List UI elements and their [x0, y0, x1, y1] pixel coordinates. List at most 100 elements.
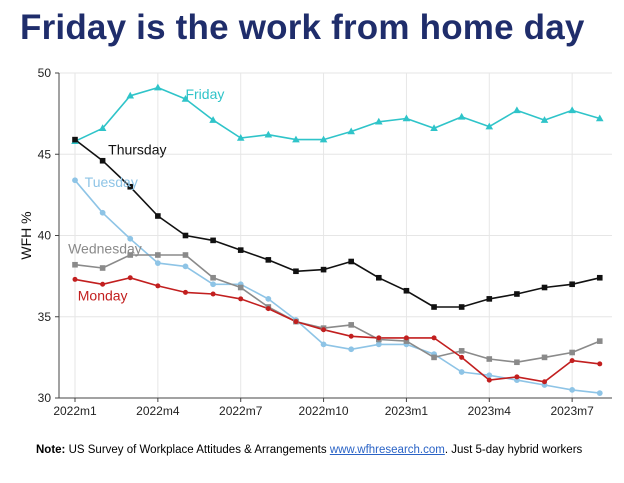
data-point-monday	[459, 354, 465, 360]
data-point-friday	[154, 83, 162, 91]
y-tick-label: 35	[38, 310, 52, 324]
data-point-friday	[402, 114, 411, 122]
x-tick-label: 2023m7	[550, 404, 594, 418]
data-point-wednesday	[99, 265, 106, 271]
data-point-monday	[376, 335, 382, 341]
data-point-wednesday	[182, 252, 189, 258]
data-point-thursday	[486, 296, 493, 302]
data-point-monday	[542, 379, 548, 385]
x-tick-label: 2022m1	[53, 404, 97, 418]
series-lines	[74, 86, 601, 394]
data-point-tuesday	[127, 235, 134, 242]
data-point-wednesday	[127, 252, 134, 258]
data-point-friday	[430, 124, 438, 132]
x-tick-label: 2023m4	[468, 404, 512, 418]
x-tick-label: 2022m4	[136, 404, 180, 418]
footnote: Note: US Survey of Workplace Attitudes &…	[36, 444, 582, 456]
data-point-thursday	[458, 304, 465, 310]
data-point-wednesday	[458, 348, 465, 354]
data-point-thursday	[72, 136, 78, 143]
data-point-friday	[347, 127, 355, 135]
data-point-tuesday	[348, 346, 355, 353]
data-point-wednesday	[155, 252, 161, 258]
series-label-tuesday: Tuesday	[85, 174, 138, 190]
data-point-friday	[181, 95, 190, 102]
series-label-friday: Friday	[185, 86, 224, 102]
data-point-monday	[127, 275, 133, 281]
series-line-thursday	[74, 138, 600, 308]
data-point-monday	[403, 335, 409, 341]
series-markers	[71, 83, 604, 397]
data-point-friday	[540, 116, 549, 123]
data-point-friday	[375, 117, 383, 125]
data-point-friday	[457, 112, 466, 120]
series-line-wednesday	[74, 254, 601, 364]
data-point-monday	[597, 361, 603, 367]
data-point-tuesday	[154, 260, 161, 267]
data-point-tuesday	[458, 369, 465, 375]
data-point-friday	[595, 114, 604, 122]
data-point-monday	[431, 335, 437, 341]
data-point-wednesday	[210, 274, 216, 281]
data-point-monday	[238, 296, 244, 302]
data-point-wednesday	[569, 349, 575, 356]
data-point-thursday	[403, 287, 410, 294]
data-point-friday	[568, 106, 576, 114]
data-point-wednesday	[486, 356, 493, 362]
data-point-wednesday	[431, 354, 437, 361]
data-point-tuesday	[72, 177, 78, 184]
series-labels: Friday Thursday Tuesday Wednesday Monday	[68, 86, 224, 304]
data-point-wednesday	[541, 354, 548, 361]
y-tick-label: 45	[38, 147, 52, 161]
data-point-wednesday	[237, 284, 244, 291]
data-point-thursday	[596, 274, 603, 281]
data-point-wednesday	[596, 338, 603, 344]
data-point-tuesday	[486, 372, 493, 379]
series-label-thursday: Thursday	[108, 141, 166, 157]
x-tick-label: 2022m10	[299, 404, 349, 418]
data-point-wednesday	[403, 338, 410, 344]
data-point-tuesday	[596, 390, 603, 397]
data-point-friday	[513, 106, 521, 114]
data-point-thursday	[569, 281, 575, 288]
data-point-tuesday	[320, 341, 327, 348]
data-point-thursday	[431, 304, 437, 310]
data-point-monday	[265, 306, 271, 312]
data-point-friday	[209, 116, 217, 123]
series-line-monday	[74, 276, 600, 383]
data-point-wednesday	[72, 261, 78, 268]
y-tick-label: 50	[38, 66, 52, 80]
data-point-friday	[236, 134, 245, 141]
data-point-tuesday	[99, 209, 106, 216]
data-point-monday	[182, 289, 188, 295]
axes: 30 35 40 45 50 2022m1 2022m4 2022m7 2022m10 2023m…	[18, 66, 612, 418]
data-point-thursday	[99, 157, 106, 164]
data-point-monday	[72, 276, 78, 282]
footnote-link[interactable]: www.wfhresearch.com	[329, 444, 445, 456]
x-tick-label: 2022m7	[219, 404, 263, 418]
data-point-tuesday	[210, 281, 216, 288]
series-line-tuesday	[74, 179, 600, 394]
data-point-thursday	[127, 183, 134, 190]
y-axis-label: WFH %	[18, 211, 34, 259]
x-tick-label: 2023m1	[385, 404, 429, 418]
footnote-text: US Survey of Workplace Attitudes & Arran…	[65, 444, 330, 456]
data-point-thursday	[182, 232, 189, 239]
data-point-monday	[293, 319, 299, 325]
data-point-friday	[485, 122, 494, 130]
data-point-friday	[126, 91, 135, 99]
data-point-monday	[100, 281, 106, 287]
data-point-monday	[569, 358, 575, 364]
footnote-label: Note:	[36, 444, 66, 456]
data-point-friday	[319, 135, 328, 143]
data-point-thursday	[320, 266, 327, 273]
data-point-thursday	[155, 213, 161, 219]
data-point-thursday	[348, 258, 354, 265]
series-line-friday	[74, 86, 601, 143]
data-point-thursday	[514, 291, 520, 297]
gridlines	[59, 72, 612, 399]
y-tick-label: 30	[38, 391, 52, 405]
data-point-tuesday	[375, 341, 382, 348]
data-point-wednesday	[348, 322, 354, 328]
